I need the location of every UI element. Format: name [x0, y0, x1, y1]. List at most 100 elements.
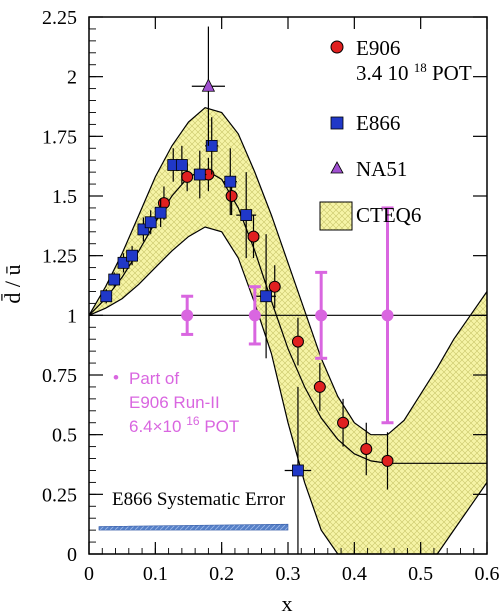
point-e866-12: [236, 172, 257, 259]
x-tick-label: 0.1: [143, 563, 168, 585]
circle-marker: [268, 280, 281, 293]
x-tick-label: 0.4: [342, 563, 367, 585]
run2-annotation-line1: Part of: [129, 369, 179, 388]
circle-marker: [248, 309, 261, 322]
point-e866-4: [137, 217, 150, 242]
circle-marker: [381, 309, 394, 322]
x-tick-label: 0.5: [408, 563, 433, 585]
y-tick-label: 0.25: [42, 484, 77, 506]
square-marker: [292, 464, 304, 477]
point-e906-4: [247, 215, 260, 259]
legend-item-na51: NA51: [330, 157, 407, 181]
square-marker: [117, 256, 130, 269]
point-part-of-e906-run-ii-2: [315, 270, 328, 360]
square-marker: [154, 206, 167, 219]
x-tick-label: 0.6: [475, 563, 500, 585]
point-e866-2: [117, 253, 130, 273]
y-tick-label: 0.75: [42, 365, 77, 387]
circle-marker: [225, 190, 238, 202]
y-tick-label: 2.25: [42, 7, 77, 29]
legend-marker-e866: [330, 116, 344, 130]
y-tick-label: 1: [67, 305, 77, 327]
point-part-of-e906-run-ii-1: [248, 285, 261, 346]
legend-label-e866: E866: [356, 111, 400, 135]
x-tick-label: 0.2: [209, 563, 234, 585]
run2-annotation-bullet: •: [113, 368, 119, 387]
data-points: [100, 26, 394, 554]
axis-tick-labels: 0 0.1 0.2 0.3 0.4 0.5 0.6 0 0.25 0.5 0.75 1 1.25 1.5 1…: [42, 7, 500, 585]
y-tick-label: 1.75: [42, 126, 77, 148]
y-tick-label: 1.5: [52, 186, 77, 208]
circle-marker: [360, 442, 373, 455]
legend-marker-e906: [330, 40, 344, 54]
legend-item-cteq6: CTEQ6: [319, 201, 421, 231]
x-tick-label: 0.3: [276, 563, 301, 585]
square-marker: [260, 290, 273, 303]
legend-label-e906-pot: 3.4 10 18 POT: [356, 53, 472, 85]
legend-label-na51: NA51: [356, 157, 407, 181]
axis-ticks: [88, 16, 488, 555]
point-e866-5: [144, 210, 157, 235]
run2-annotation-line2: E906 Run-II: [129, 393, 220, 412]
x-tick-label: 0: [84, 563, 94, 585]
cteq6-upper-curve: [88, 107, 488, 436]
point-e866-0: [100, 289, 113, 304]
y-tick-label: 2: [67, 67, 77, 89]
circle-marker: [247, 230, 260, 243]
circle-marker: [181, 309, 194, 322]
y-axis-title: d̄ / ū: [0, 264, 25, 303]
triangle-marker: [201, 78, 216, 92]
point-e866-1: [108, 272, 121, 287]
run2-annotation-pot-prefix: 6.4×10: [129, 417, 181, 436]
square-marker: [126, 249, 139, 262]
legend-e906-pot-suffix: POT: [432, 61, 472, 85]
point-e866-3: [126, 246, 139, 266]
cteq6-band-fill: [89, 107, 487, 554]
square-marker: [240, 209, 253, 221]
point-na51-0: [191, 26, 225, 146]
circle-marker: [181, 170, 194, 183]
point-e866-13: [256, 234, 277, 359]
circle-marker: [315, 309, 328, 322]
point-e866-14: [284, 386, 312, 554]
run2-annotation-pot-sup: 16: [186, 414, 200, 428]
point-e906-7: [313, 363, 326, 411]
systematic-error-fill: [98, 523, 289, 531]
run2-annotation-pot-suffix: POT: [204, 417, 239, 436]
point-e906-8: [337, 398, 350, 447]
square-marker: [144, 216, 157, 229]
point-e906-1: [181, 162, 194, 192]
circle-marker: [291, 335, 304, 348]
square-marker: [100, 290, 113, 303]
run2-annotation-line3: 6.4×10 16 POT: [129, 410, 239, 436]
point-e866-10: [205, 117, 219, 175]
square-marker: [224, 175, 237, 188]
point-e866-6: [154, 198, 167, 228]
y-tick-label: 0: [67, 544, 77, 566]
point-e866-8: [175, 145, 188, 185]
square-marker: [137, 223, 150, 236]
square-marker: [175, 159, 188, 171]
legend-item-e906: E906 3.4 10 18 POT: [330, 36, 472, 85]
legend: E906 3.4 10 18 POT E866 NA51 CTEQ6: [319, 36, 472, 231]
point-part-of-e906-run-ii-3: [381, 206, 394, 425]
circle-marker: [381, 454, 394, 467]
legend-marker-cteq6: [319, 201, 353, 231]
point-e866-11: [223, 148, 237, 216]
point-e906-5: [268, 265, 281, 309]
square-marker: [205, 139, 218, 152]
legend-item-e866: E866: [330, 111, 400, 135]
legend-marker-na51: [330, 161, 344, 174]
run2-annotation: • Part of E906 Run-II 6.4×10 16 POT: [113, 368, 239, 436]
legend-label-cteq6: CTEQ6: [356, 203, 421, 227]
square-marker: [108, 273, 121, 286]
point-e906-9: [360, 422, 373, 476]
point-e906-10: [381, 432, 394, 490]
legend-e906-pot-sup: 18: [414, 60, 427, 75]
systematic-error-band: [98, 523, 289, 531]
square-marker: [193, 168, 206, 181]
systematic-error-label: E866 Systematic Error: [112, 489, 286, 510]
x-axis-title: x: [282, 591, 293, 613]
legend-e906-pot-prefix: 3.4 10: [356, 61, 409, 85]
